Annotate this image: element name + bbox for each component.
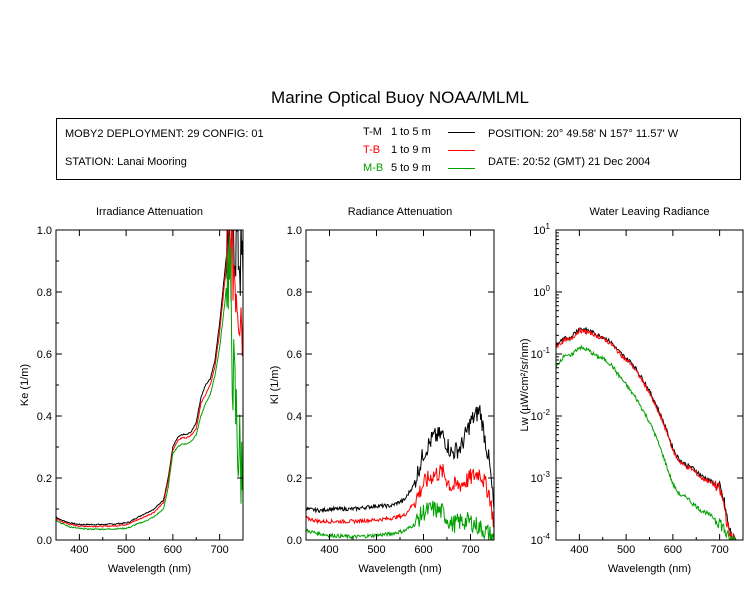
y-tick-label-0-1: 0.2 bbox=[37, 473, 52, 485]
y-tick-label-1-4: 0.8 bbox=[287, 287, 302, 299]
y-tick-label-1-3: 0.6 bbox=[287, 349, 302, 361]
y-tick-label-0-0: 0.0 bbox=[37, 535, 52, 547]
legend-range-tb: 1 to 9 m bbox=[391, 144, 431, 156]
y-axis-label-1: Kl (1/m) bbox=[269, 366, 281, 405]
y-tick-label-0-2: 0.4 bbox=[37, 411, 52, 423]
y-tick-label-2-3: 10-2 bbox=[531, 408, 551, 423]
panel-title-0: Irradiance Attenuation bbox=[96, 206, 203, 218]
series-line-1-m-b bbox=[306, 500, 494, 540]
y-tick-label-1-2: 0.4 bbox=[287, 411, 302, 423]
plot-frame-2 bbox=[555, 229, 744, 541]
x-axis-label-0: Wavelength (nm) bbox=[108, 563, 191, 575]
x-tick-label-2-0: 400 bbox=[570, 544, 588, 556]
y-tick-label-2-4: 10-3 bbox=[531, 470, 551, 485]
y-tick-label-2-0: 101 bbox=[533, 222, 550, 237]
y-tick-label-0-4: 0.8 bbox=[37, 287, 52, 299]
date-text: DATE: 20:52 (GMT) 21 Dec 2004 bbox=[488, 156, 651, 168]
y-tick-label-1-1: 0.2 bbox=[287, 473, 302, 485]
info-box: MOBY2 DEPLOYMENT: 29 CONFIG: 01 STATION:… bbox=[56, 118, 741, 180]
x-tick-label-2-2: 600 bbox=[664, 544, 682, 556]
y-tick-label-0-5: 1.0 bbox=[37, 225, 52, 237]
series-line-2-t-b bbox=[556, 328, 737, 540]
x-tick-label-0-3: 700 bbox=[210, 544, 228, 556]
y-tick-label-1-0: 0.0 bbox=[287, 535, 302, 547]
series-line-2-t-m bbox=[556, 326, 737, 540]
x-tick-label-0-2: 600 bbox=[164, 544, 182, 556]
series-line-0-t-m bbox=[56, 230, 243, 526]
x-tick-label-0-1: 500 bbox=[117, 544, 135, 556]
legend-line-tm bbox=[448, 132, 475, 133]
series-line-2-m-b bbox=[556, 344, 736, 540]
legend-line-tb bbox=[448, 150, 475, 151]
panel-title-1: Radiance Attenuation bbox=[348, 206, 453, 218]
legend-code-mb: M-B bbox=[363, 162, 384, 174]
y-tick-label-2-2: 10-1 bbox=[531, 346, 551, 361]
panel-title-2: Water Leaving Radiance bbox=[589, 206, 709, 218]
series-line-1-t-b bbox=[306, 464, 494, 528]
y-axis-label-2: Lw (µW/cm²/sr/nm) bbox=[519, 338, 531, 431]
legend-code-tm: T-M bbox=[363, 126, 382, 138]
x-tick-label-1-0: 400 bbox=[320, 544, 338, 556]
x-tick-label-1-3: 700 bbox=[461, 544, 479, 556]
legend-line-mb bbox=[448, 168, 475, 169]
legend-range-tm: 1 to 5 m bbox=[391, 126, 431, 138]
y-tick-label-0-3: 0.6 bbox=[37, 349, 52, 361]
x-axis-label-1: Wavelength (nm) bbox=[358, 563, 441, 575]
y-tick-label-2-5: 10-4 bbox=[531, 532, 551, 547]
legend-range-mb: 5 to 9 m bbox=[391, 162, 431, 174]
y-axis-label-0: Ke (1/m) bbox=[19, 364, 31, 406]
deployment-text: MOBY2 DEPLOYMENT: 29 CONFIG: 01 bbox=[65, 128, 264, 140]
x-tick-label-2-1: 500 bbox=[617, 544, 635, 556]
station-text: STATION: Lanai Mooring bbox=[65, 156, 187, 168]
x-tick-label-1-1: 500 bbox=[367, 544, 385, 556]
plot-frame-0 bbox=[55, 229, 244, 541]
plot-frame-1 bbox=[305, 229, 495, 541]
series-line-0-t-b bbox=[56, 230, 243, 528]
x-tick-label-0-0: 400 bbox=[70, 544, 88, 556]
legend-code-tb: T-B bbox=[363, 144, 381, 156]
series-line-1-t-m bbox=[306, 405, 494, 514]
y-tick-label-2-1: 100 bbox=[533, 284, 550, 299]
series-line-0-m-b bbox=[56, 235, 243, 531]
x-tick-label-1-2: 600 bbox=[414, 544, 432, 556]
y-tick-label-1-5: 1.0 bbox=[287, 225, 302, 237]
position-text: POSITION: 20° 49.58' N 157° 11.57' W bbox=[488, 128, 679, 140]
chart-title: Marine Optical Buoy NOAA/MLML bbox=[271, 88, 529, 107]
x-axis-label-2: Wavelength (nm) bbox=[608, 563, 691, 575]
x-tick-label-2-3: 700 bbox=[710, 544, 728, 556]
